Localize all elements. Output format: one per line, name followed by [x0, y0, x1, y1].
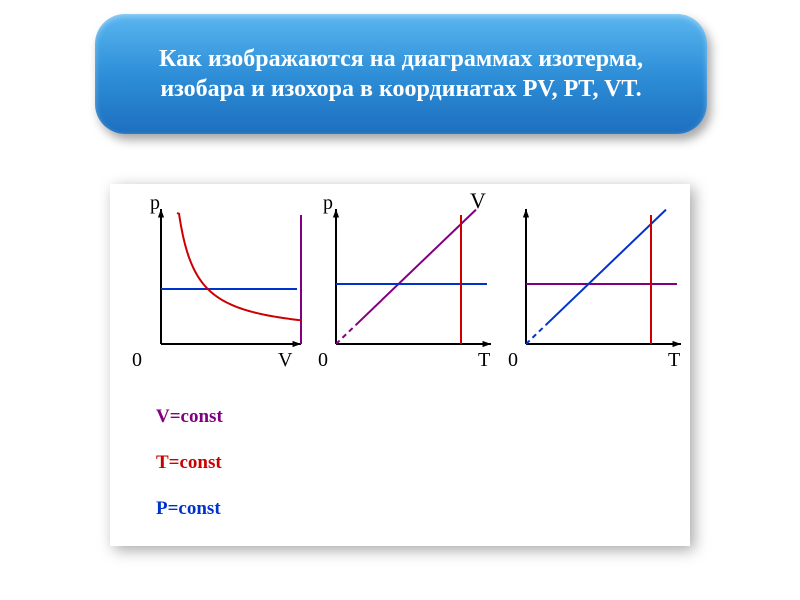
chart-vt-origin: 0 [508, 349, 518, 372]
chart-pt-origin: 0 [318, 349, 328, 372]
chart-pt [316, 194, 496, 369]
chart-pt-xlabel: T [478, 349, 490, 372]
chart-pt-ylabel-alt: V [470, 188, 486, 214]
legend-t-const: T=const [156, 452, 222, 474]
chart-vt [506, 194, 686, 369]
title-text: Как изображаются на диаграммах изотерма,… [125, 44, 677, 104]
chart-pv-origin: 0 [132, 349, 142, 372]
chart-pv-xlabel: V [278, 349, 292, 372]
legend-v-const: V=const [156, 406, 223, 428]
legend-p-const: P=const [156, 498, 221, 520]
charts-panel: p V 0 p V T 0 T 0 V=const T=const P=cons… [110, 184, 690, 546]
chart-pv-ylabel: p [150, 192, 160, 215]
chart-vt-xlabel: T [668, 349, 680, 372]
chart-pv [126, 194, 306, 369]
title-banner: Как изображаются на диаграммах изотерма,… [95, 14, 707, 134]
chart-pt-ylabel: p [323, 192, 333, 215]
